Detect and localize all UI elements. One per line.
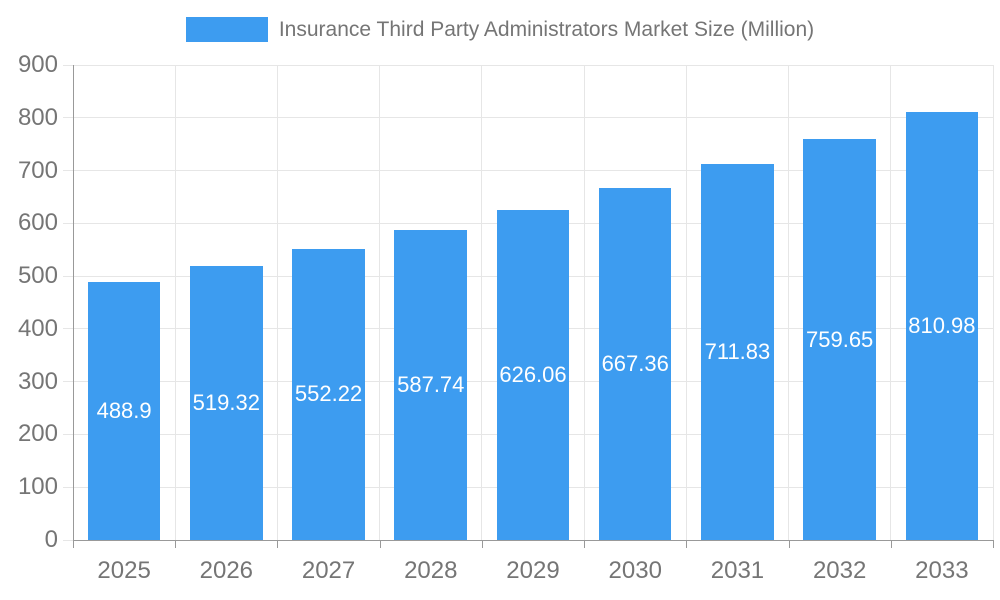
- bar-value-label: 587.74: [397, 371, 465, 397]
- y-axis-label: 200: [17, 420, 58, 448]
- y-axis-label: 600: [17, 209, 58, 237]
- bar-2032[interactable]: [803, 139, 876, 540]
- y-axis-label: 900: [17, 51, 58, 78]
- x-gridline: [788, 65, 790, 540]
- x-axis-tick: [584, 540, 586, 548]
- x-axis-label: 2030: [608, 557, 662, 584]
- y-axis-label: 700: [17, 156, 58, 184]
- x-axis-tick: [175, 540, 177, 548]
- x-axis-tick: [481, 540, 483, 548]
- x-axis-label: 2028: [404, 557, 458, 584]
- bar-value-label: 810.98: [908, 312, 976, 338]
- bar-2028[interactable]: [394, 229, 468, 540]
- bar-value-label: 626.06: [499, 361, 567, 387]
- x-gridline: [992, 65, 994, 540]
- x-axis-tick: [379, 540, 381, 548]
- y-gridline: [63, 170, 993, 172]
- x-axis-tick: [890, 540, 892, 548]
- legend-swatch: [185, 17, 268, 42]
- y-axis-label: 800: [17, 103, 58, 131]
- x-gridline: [685, 65, 687, 540]
- x-axis-label: 2029: [506, 557, 560, 584]
- legend-title: Insurance Third Party Administrators Mar…: [278, 17, 815, 41]
- bar-value-label: 711.83: [704, 339, 771, 365]
- bar-2027[interactable]: [292, 248, 365, 540]
- y-axis-label: 100: [17, 473, 58, 501]
- x-axis-label: 2026: [199, 557, 254, 584]
- bar-2030[interactable]: [598, 187, 672, 540]
- x-axis-tick: [686, 540, 688, 548]
- bar-value-label: 759.65: [806, 326, 874, 352]
- y-axis-line: [73, 65, 74, 548]
- x-axis-tick: [73, 540, 74, 548]
- y-axis-label: 0: [44, 526, 58, 553]
- y-axis-label: 300: [17, 367, 58, 395]
- x-gridline: [583, 65, 585, 540]
- y-axis-label: 400: [17, 314, 58, 342]
- x-axis-label: 2033: [915, 557, 969, 584]
- x-gridline: [481, 65, 483, 540]
- bar-2029[interactable]: [496, 209, 570, 540]
- x-axis-tick: [788, 540, 790, 548]
- x-axis-label: 2031: [710, 557, 765, 584]
- bar-2026[interactable]: [190, 265, 263, 540]
- y-gridline: [63, 117, 993, 119]
- x-axis-tick: [993, 540, 994, 548]
- x-gridline: [890, 65, 892, 540]
- y-axis-label: 500: [17, 262, 58, 290]
- y-gridline: [63, 64, 993, 66]
- bar-value-label: 667.36: [601, 350, 669, 376]
- x-axis-label: 2025: [97, 557, 151, 584]
- x-gridline: [174, 65, 176, 540]
- bar-value-label: 488.9: [96, 397, 152, 423]
- bar-2033[interactable]: [905, 111, 979, 540]
- x-gridline: [379, 65, 381, 540]
- bar-2025[interactable]: [87, 281, 161, 540]
- x-axis-line: [73, 540, 993, 541]
- x-axis-tick: [277, 540, 279, 548]
- x-axis-label: 2032: [812, 557, 867, 584]
- x-axis-label: 2027: [301, 557, 356, 584]
- bar-2031[interactable]: [701, 164, 774, 540]
- x-gridline: [276, 65, 278, 540]
- chart-legend[interactable]: Insurance Third Party Administrators Mar…: [0, 17, 1000, 42]
- bar-value-label: 519.32: [192, 389, 260, 415]
- bar-value-label: 552.22: [294, 381, 363, 407]
